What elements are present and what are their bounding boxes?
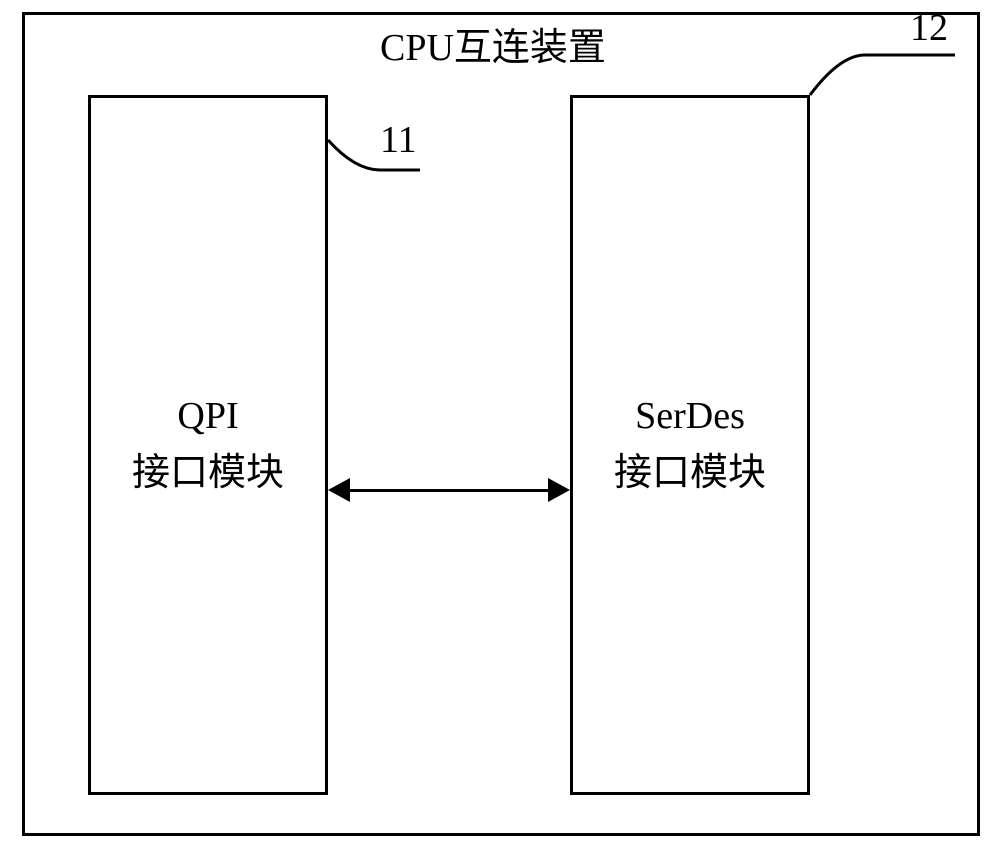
leader-line-12: [0, 0, 996, 853]
module-label-12: 12: [910, 6, 948, 50]
